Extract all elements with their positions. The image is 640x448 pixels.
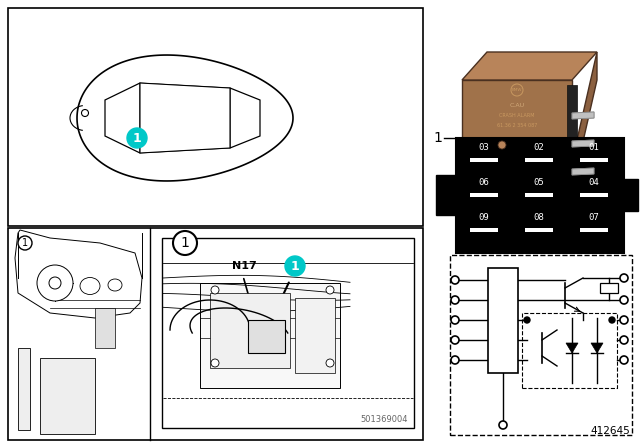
Text: CRASH ALARM: CRASH ALARM [499,112,535,117]
Text: 01: 01 [589,143,600,152]
Text: 03: 03 [479,143,490,152]
Circle shape [620,336,628,344]
Polygon shape [572,140,594,147]
Text: 06: 06 [479,178,490,187]
Polygon shape [210,293,290,368]
Polygon shape [140,83,230,153]
Text: 05: 05 [534,178,545,187]
Polygon shape [18,348,30,430]
Polygon shape [200,283,340,388]
Polygon shape [591,343,603,353]
Text: 1: 1 [433,131,442,145]
Bar [624,179,638,211]
Polygon shape [572,168,594,175]
Polygon shape [572,112,594,119]
Bar [8,8,423,226]
Bar [450,255,632,435]
Text: 1: 1 [22,238,28,248]
Text: 09: 09 [479,213,490,222]
Polygon shape [77,55,293,181]
Bar [580,158,608,162]
Polygon shape [462,80,572,190]
Circle shape [81,109,88,116]
Bar [470,158,498,162]
Circle shape [49,277,61,289]
Bar [162,238,414,428]
Polygon shape [572,140,594,147]
Bar [525,193,553,197]
Text: 412645: 412645 [590,426,630,436]
Bar [470,228,498,232]
Polygon shape [462,52,597,80]
Text: 08: 08 [534,213,545,222]
Circle shape [609,317,615,323]
Polygon shape [105,83,140,153]
Circle shape [451,336,459,344]
Circle shape [620,296,628,304]
Circle shape [620,356,628,364]
Circle shape [451,316,459,324]
Text: 02: 02 [534,143,545,152]
Polygon shape [572,52,597,190]
Circle shape [37,265,73,301]
Circle shape [18,236,32,250]
Bar [525,228,553,232]
Bar [525,158,553,162]
Text: C.AU: C.AU [509,103,525,108]
Text: 501369004: 501369004 [360,415,408,424]
Bar [470,193,498,197]
Bar [8,228,423,440]
Circle shape [326,359,334,367]
Circle shape [285,256,305,276]
Polygon shape [566,343,578,353]
Text: N17: N17 [232,261,257,271]
Bar [488,268,518,373]
Text: 1: 1 [180,236,189,250]
Polygon shape [295,298,335,373]
Ellipse shape [80,277,100,294]
Bar [436,175,456,215]
Bar [456,138,624,253]
Polygon shape [567,85,577,185]
Circle shape [451,296,459,304]
Circle shape [127,128,147,148]
Polygon shape [163,239,413,427]
Text: 04: 04 [589,178,600,187]
Circle shape [173,231,197,255]
Polygon shape [230,88,260,148]
Circle shape [451,276,459,284]
Circle shape [620,274,628,282]
Polygon shape [572,112,594,119]
Bar [580,228,608,232]
Text: 1: 1 [132,132,141,145]
Circle shape [451,356,459,364]
Circle shape [524,317,530,323]
Circle shape [326,286,334,294]
Bar [580,193,608,197]
Polygon shape [572,168,594,175]
Polygon shape [248,320,285,353]
Text: BMW: BMW [512,88,522,92]
Text: 07: 07 [589,213,600,222]
Text: 61.36 2 354 087: 61.36 2 354 087 [497,122,537,128]
Circle shape [620,316,628,324]
Circle shape [211,359,219,367]
Circle shape [211,286,219,294]
Circle shape [499,421,507,429]
Polygon shape [95,308,115,348]
Ellipse shape [108,279,122,291]
Circle shape [498,141,506,149]
Bar [522,313,617,388]
Polygon shape [15,230,142,318]
Bar [600,283,618,293]
Text: 1: 1 [291,259,300,272]
Polygon shape [40,358,95,434]
